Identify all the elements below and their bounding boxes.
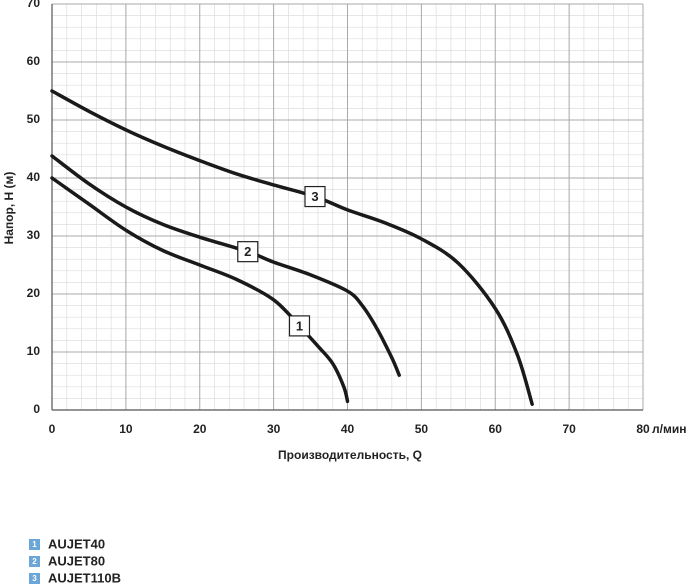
x-tick-label: 10 — [119, 422, 133, 436]
legend-label: AUJET110B — [48, 570, 121, 585]
curve — [50, 176, 350, 404]
legend-swatch-number: 2 — [32, 557, 37, 566]
x-tick-label: 0 — [49, 422, 56, 436]
x-tick-label: 20 — [193, 422, 207, 436]
x-tick-label: 30 — [267, 422, 281, 436]
x-tick-label: 40 — [341, 422, 355, 436]
y-tick-label: 0 — [33, 402, 40, 416]
legend-swatch-number: 1 — [32, 540, 37, 549]
curve-label-box — [288, 315, 311, 337]
curve-label: 3 — [311, 189, 318, 204]
curve-label: 1 — [296, 318, 303, 333]
curve — [50, 154, 401, 377]
y-tick-label: 10 — [27, 344, 41, 358]
x-tick-label: 80 — [636, 422, 650, 436]
y-tick-label: 20 — [27, 286, 41, 300]
y-tick-label: 50 — [27, 112, 41, 126]
legend-label: AUJET80 — [48, 553, 105, 568]
legend-swatch — [29, 573, 40, 584]
y-tick-label: 40 — [27, 170, 41, 184]
y-axis-label: Напор, Н (м) — [2, 172, 16, 245]
legend-label: AUJET40 — [48, 536, 105, 551]
legend-swatch-number: 3 — [32, 574, 37, 583]
x-tick-label: 60 — [489, 422, 503, 436]
curve-label: 2 — [244, 244, 251, 259]
x-axis-label: Производительность, Q — [278, 448, 422, 462]
x-axis-unit: л/мин — [652, 422, 686, 436]
y-tick-label: 70 — [27, 0, 41, 10]
curve-label-box — [237, 241, 259, 263]
legend-swatch — [29, 556, 40, 567]
legend-swatch — [29, 539, 40, 550]
y-tick-label: 60 — [27, 54, 41, 68]
curve-label-box — [304, 185, 326, 208]
x-tick-label: 70 — [562, 422, 576, 436]
y-tick-label: 30 — [27, 228, 41, 242]
x-tick-label: 50 — [415, 422, 429, 436]
